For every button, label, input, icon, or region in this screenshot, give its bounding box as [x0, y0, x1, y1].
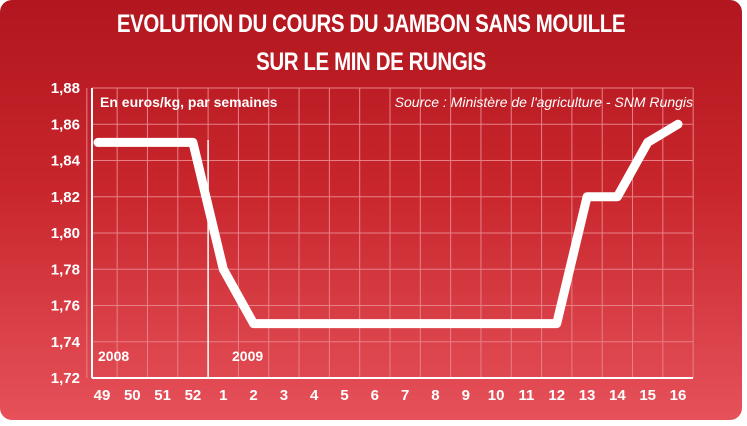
- x-tick-label: 52: [185, 387, 202, 404]
- x-tick-label: 3: [280, 387, 288, 404]
- x-tick-label: 2: [249, 387, 257, 404]
- y-tick-label: 1,74: [51, 334, 81, 351]
- x-tick-label: 9: [462, 387, 470, 404]
- chart-card: EVOLUTION DU COURS DU JAMBON SANS MOUILL…: [0, 0, 742, 420]
- x-tick-label: 10: [488, 387, 505, 404]
- x-tick-label: 7: [401, 387, 409, 404]
- y-tick-label: 1,72: [51, 370, 80, 387]
- axes: [91, 88, 693, 379]
- series-layer: [93, 119, 683, 329]
- x-tick-label: 13: [579, 387, 596, 404]
- y-tick-label: 1,78: [51, 261, 80, 278]
- chart-subtitle: SUR LE MIN DE RUNGIS: [256, 48, 486, 76]
- chart-title: EVOLUTION DU COURS DU JAMBON SANS MOUILL…: [116, 10, 626, 38]
- x-tick-label: 5: [340, 387, 348, 404]
- x-tick-label: 50: [124, 387, 141, 404]
- x-tick-label: 8: [431, 387, 439, 404]
- x-tick-label: 4: [310, 387, 319, 404]
- source-label: Source : Ministère de l'agriculture - SN…: [395, 94, 693, 110]
- line-chart: 1,721,741,761,781,801,821,841,861,88 49 5…: [51, 80, 694, 404]
- x-tick-label: 14: [609, 387, 626, 404]
- x-tick-label: 16: [670, 387, 687, 404]
- y-tick-label: 1,76: [51, 298, 80, 315]
- y-tick-label: 1,80: [51, 225, 80, 242]
- y-tick-label: 1,82: [51, 189, 80, 206]
- grid: [86, 87, 694, 379]
- x-tick-label: 12: [548, 387, 565, 404]
- x-tick-label: 1: [219, 387, 227, 404]
- x-tick-label: 15: [639, 387, 656, 404]
- y-tick-label: 1,84: [51, 153, 81, 170]
- series-line: [93, 119, 683, 329]
- unit-label-text: En euros/kg, par semaines: [100, 94, 278, 110]
- x-tick-label: 51: [154, 387, 171, 404]
- y-tick-label: 1,88: [51, 80, 80, 97]
- y-tick-label: 1,86: [51, 116, 80, 133]
- x-tick-label: 11: [518, 387, 534, 404]
- x-tick-label: 6: [371, 387, 379, 404]
- y-axis-ticks: 1,72 1,74 1,76 1,78 1,80 1,82 1,84 1,86 1,88: [51, 80, 81, 387]
- year-label-2009: 2009: [232, 348, 263, 364]
- x-axis-ticks: 49 50 51 52 1 2 3 4 5 6 7 8 9 10 11 12 13 14 15 16: [94, 387, 687, 404]
- x-tick-label: 49: [94, 387, 111, 404]
- unit-label: En euros/kg, par semaines: [100, 94, 278, 110]
- year-label-2008: 2008: [98, 348, 129, 364]
